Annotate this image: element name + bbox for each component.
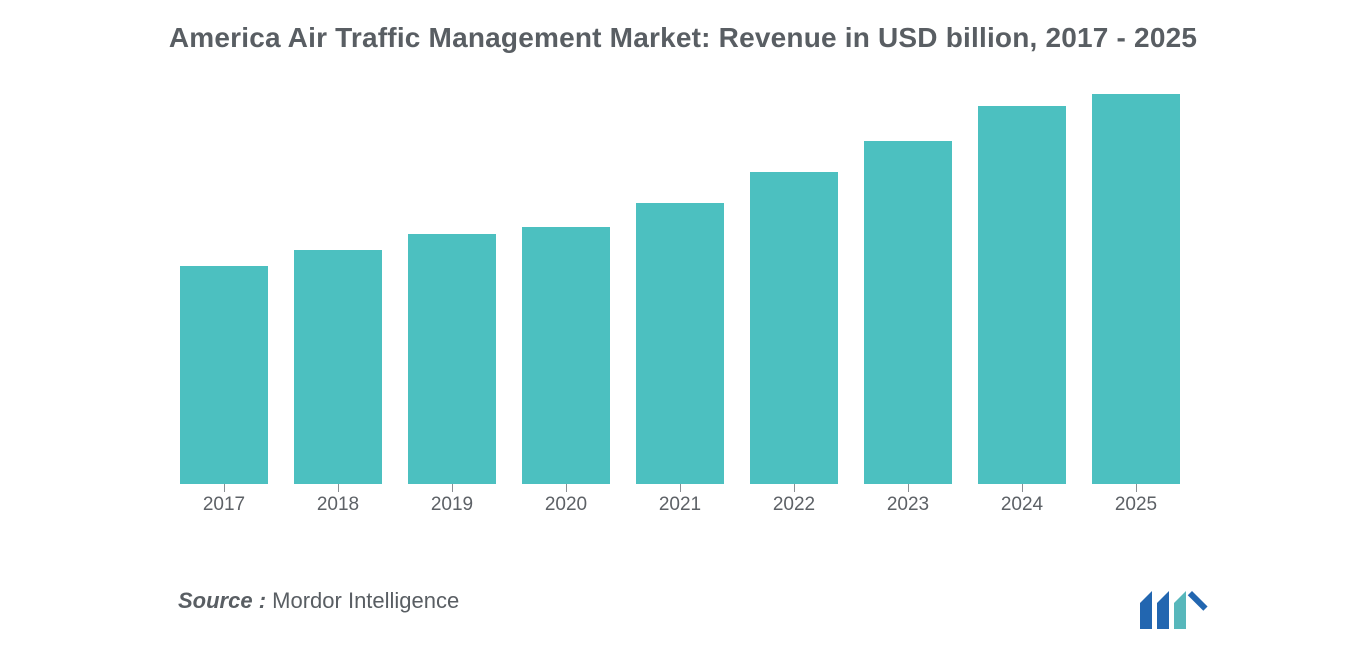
mordor-logo-icon [1138,589,1216,629]
x-tick [680,484,681,492]
x-label: 2025 [1092,494,1180,516]
x-tick [566,484,567,492]
bar-2025 [1092,94,1180,484]
bar-2021 [636,203,724,484]
bar-2024 [978,106,1066,484]
chart-title: America Air Traffic Management Market: R… [0,22,1366,54]
x-label: 2018 [294,494,382,516]
x-tick [794,484,795,492]
x-tick [1136,484,1137,492]
bar-2017 [180,266,268,484]
x-label: 2024 [978,494,1066,516]
x-label: 2019 [408,494,496,516]
bars-container [180,94,1180,484]
x-label: 2023 [864,494,952,516]
source-name: Mordor Intelligence [272,588,459,613]
source-label: Source : [178,588,266,613]
bar-2022 [750,172,838,484]
bar-2020 [522,227,610,484]
bar-slot [750,172,838,484]
plot-area [180,94,1180,484]
x-axis-labels: 2017 2018 2019 2020 2021 2022 2023 2024 … [180,494,1180,516]
bar-2018 [294,250,382,484]
bar-2019 [408,234,496,484]
x-label: 2017 [180,494,268,516]
x-tick [908,484,909,492]
x-label: 2020 [522,494,610,516]
bar-slot [1092,94,1180,484]
x-label: 2021 [636,494,724,516]
bar-2023 [864,141,952,484]
x-label: 2022 [750,494,838,516]
bar-slot [636,203,724,484]
x-tick [452,484,453,492]
bar-slot [978,106,1066,484]
bar-slot [522,227,610,484]
x-tick [1022,484,1023,492]
x-tick [224,484,225,492]
bar-slot [180,266,268,484]
bar-slot [408,234,496,484]
logo-bars [1140,591,1186,629]
source-attribution: Source : Mordor Intelligence [178,588,459,614]
bar-slot [864,141,952,484]
bar-slot [294,250,382,484]
x-tick [338,484,339,492]
